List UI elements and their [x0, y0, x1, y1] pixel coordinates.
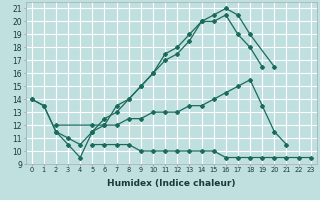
X-axis label: Humidex (Indice chaleur): Humidex (Indice chaleur) — [107, 179, 236, 188]
